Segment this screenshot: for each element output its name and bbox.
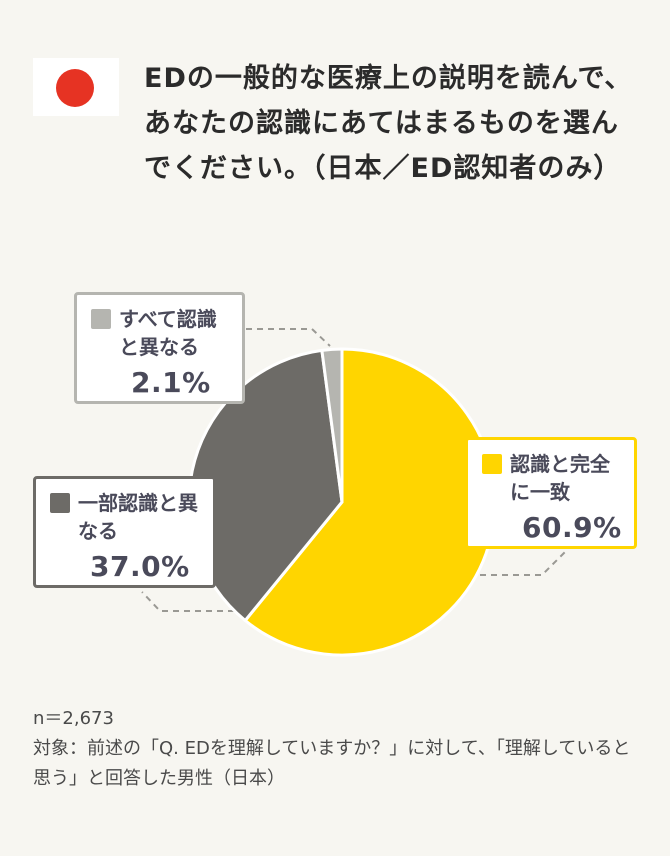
data-label-partial: 37.0% — [90, 550, 190, 583]
flag-sun — [56, 69, 94, 107]
footnote-sample: n＝2,673 — [33, 708, 114, 729]
legend-swatch-match — [482, 454, 502, 474]
leader-line-differ — [246, 328, 331, 347]
slice-match — [243, 347, 497, 657]
legend-swatch-partial — [50, 493, 70, 513]
legend-swatch-differ — [91, 309, 111, 329]
chart-title: EDの一般的な医療上の説明を読んで、あなたの認識にあてはまるものを選んでください… — [144, 63, 633, 184]
pie-chart — [141, 328, 568, 657]
footnote-target: 対象：前述の「Q. EDを理解していますか？」に対して、「理解していると思う」と… — [33, 738, 631, 789]
slice-differ — [320, 347, 344, 504]
legend-label-differ: すべて認識と異なる — [119, 307, 217, 359]
legend-label-match: 認識と完全に一致 — [510, 452, 610, 504]
callout-match: 認識と完全に一致 60.9% — [465, 437, 637, 549]
leader-line-partial — [141, 591, 245, 612]
footnote: n＝2,673 対象：前述の「Q. EDを理解していますか？」に対して、「理解し… — [33, 704, 633, 794]
data-label-match: 60.9% — [522, 511, 622, 544]
callout-differ: すべて認識と異なる 2.1% — [74, 292, 245, 404]
japan-flag-icon — [33, 58, 119, 116]
callout-partial: 一部認識と異なる 37.0% — [33, 476, 216, 588]
data-label-differ: 2.1% — [131, 366, 211, 399]
legend-label-partial: 一部認識と異なる — [78, 491, 198, 543]
leader-line-match — [480, 549, 568, 576]
